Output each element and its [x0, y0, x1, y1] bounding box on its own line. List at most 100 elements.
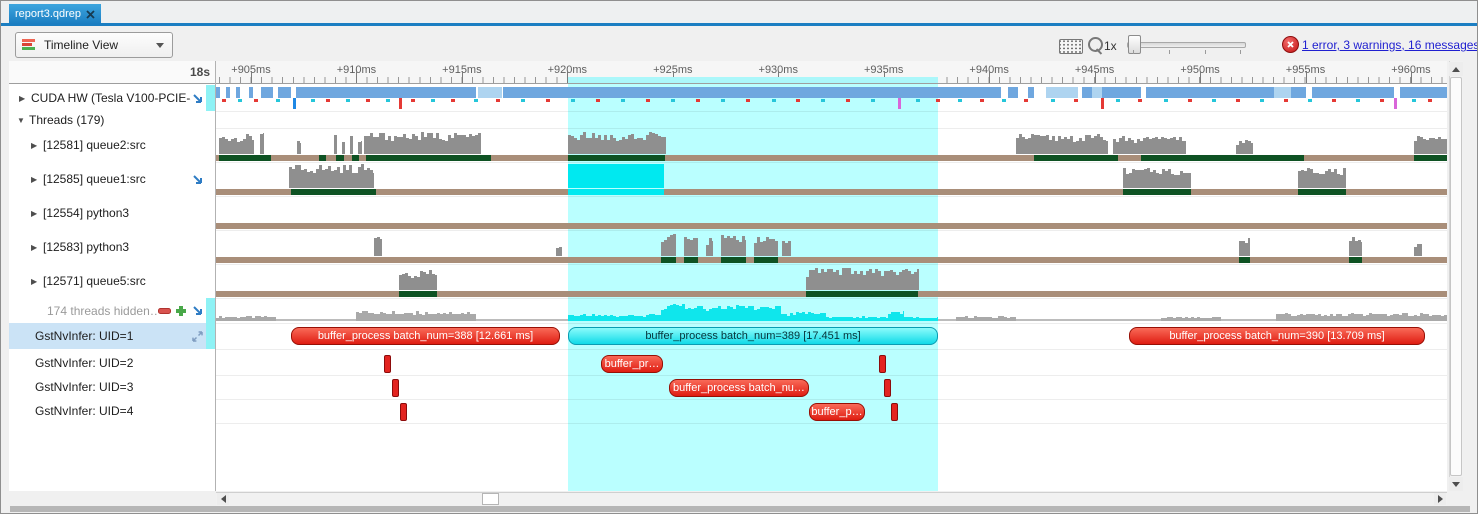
- nvtx-range[interactable]: buffer_process batch_num=389 [17.451 ms]: [568, 327, 938, 345]
- jump-to-arrow-icon[interactable]: [191, 173, 204, 186]
- timeline-ruler[interactable]: +905ms +910ms +915ms +920ms +925ms +930ms +935…: [216, 61, 1447, 84]
- nvtx-range-tick[interactable]: [884, 379, 891, 397]
- sidebar-item-12571-queue5-src[interactable]: ▶ [12571] queue5:src: [9, 264, 206, 298]
- histogram-bar: [592, 133, 595, 154]
- histogram-bar: [301, 169, 304, 188]
- scroll-up-button[interactable]: [1449, 62, 1463, 76]
- vertical-scroll-thumb[interactable]: [1450, 77, 1462, 476]
- histogram-bar: [316, 169, 319, 188]
- highlighted-range-block[interactable]: [568, 164, 664, 188]
- histogram-bar: [1106, 140, 1108, 154]
- ruler-major-tick: [1410, 71, 1412, 83]
- histogram-bar: [469, 134, 472, 154]
- sidebar-item-cuda-hw-tesla-v100-pcie-32g[interactable]: ▶ CUDA HW (Tesla V100-PCIE-32G: [9, 85, 206, 111]
- jump-to-arrow-icon[interactable]: [191, 92, 204, 105]
- histogram-bar: [1342, 315, 1345, 321]
- histogram-bar: [422, 314, 425, 321]
- nvtx-range-tick[interactable]: [879, 355, 886, 373]
- nvtx-range-tick[interactable]: [384, 355, 391, 373]
- expand-arrows-icon[interactable]: [191, 330, 204, 343]
- zoom-slider-handle[interactable]: [1128, 35, 1141, 54]
- view-selector[interactable]: Timeline View: [15, 32, 173, 58]
- sidebar-item-gstnvinfer-uid-3[interactable]: GstNvInfer: UID=3: [9, 375, 206, 399]
- histogram-bar: [643, 140, 646, 154]
- sidebar-item-12585-queue1-src[interactable]: ▶ [12585] queue1:src: [9, 162, 206, 196]
- histogram-bar: [289, 167, 292, 188]
- histogram-bar: [805, 313, 808, 321]
- histogram-bar: [1147, 168, 1150, 188]
- nvtx-range[interactable]: buffer_process batch_num=388 [12.661 ms]: [291, 327, 560, 345]
- expander-open-icon[interactable]: ▼: [17, 115, 25, 125]
- histogram-bar: [472, 136, 475, 154]
- sidebar-item-threads-179[interactable]: ▼ Threads (179): [9, 111, 206, 129]
- histogram-bar: [992, 317, 995, 321]
- hide-thread-icon[interactable]: [158, 307, 171, 314]
- histogram-bar: [1298, 170, 1301, 188]
- nvtx-range[interactable]: buffer_process batch_num=390 [13.709 ms]: [1129, 327, 1425, 345]
- tab-report[interactable]: report3.qdrep: [9, 4, 101, 24]
- sidebar-item-174-threads-hidden[interactable]: 174 threads hidden…: [9, 298, 206, 323]
- histogram-bar: [863, 274, 866, 290]
- nvtx-range-tick[interactable]: [392, 379, 399, 397]
- histogram-bar: [1097, 134, 1100, 154]
- histogram-bar: [346, 170, 349, 188]
- histogram-bar: [610, 315, 613, 321]
- scroll-left-button[interactable]: [217, 493, 229, 505]
- sidebar-item-gstnvinfer-uid-4[interactable]: GstNvInfer: UID=4: [9, 399, 206, 423]
- cuda-event-mark: [1164, 99, 1168, 102]
- cuda-event-mark: [1074, 99, 1078, 102]
- timeline-canvas[interactable]: buffer_process batch_num=388 [12.661 ms]…: [216, 84, 1447, 491]
- expander-closed-icon[interactable]: ▶: [31, 208, 38, 218]
- expander-closed-icon[interactable]: ▶: [31, 174, 38, 184]
- histogram-bar: [1197, 317, 1200, 321]
- expander-closed-icon[interactable]: ▶: [19, 93, 26, 103]
- sidebar-item-label: [12583] python3: [43, 240, 130, 254]
- nvtx-range[interactable]: buffer_process batch_nu…: [669, 379, 809, 397]
- histogram-bar: [370, 170, 373, 188]
- scroll-down-button[interactable]: [1449, 477, 1463, 491]
- keyboard-shortcuts-icon[interactable]: [1059, 39, 1083, 54]
- tab-close-icon[interactable]: [86, 9, 95, 19]
- histogram-bar: [1073, 141, 1076, 154]
- ruler-tick-label: +910ms: [336, 64, 377, 76]
- sidebar-item-12581-queue2-src[interactable]: ▶ [12581] queue2:src: [9, 128, 206, 162]
- thread-state-segment: [352, 155, 359, 161]
- slider-tick: [1205, 50, 1206, 54]
- scroll-right-button[interactable]: [1434, 493, 1446, 505]
- expander-closed-icon[interactable]: ▶: [31, 242, 38, 252]
- jump-to-arrow-icon[interactable]: [191, 304, 204, 317]
- histogram-bar: [616, 140, 619, 154]
- expander-closed-icon[interactable]: ▶: [31, 276, 38, 286]
- histogram-bar: [410, 313, 413, 321]
- messages-link[interactable]: 1 error, 3 warnings, 16 messages: [1302, 38, 1478, 52]
- show-thread-icon[interactable]: [175, 305, 187, 317]
- histogram-bar: [228, 317, 231, 321]
- histogram-bar: [974, 316, 977, 321]
- nvtx-range-tick[interactable]: [400, 403, 407, 421]
- cuda-kernel-segment-light: [1092, 87, 1102, 98]
- horizontal-scrollbar[interactable]: [216, 492, 1447, 506]
- histogram-bar: [448, 135, 451, 154]
- cuda-event-mark: [1236, 99, 1240, 102]
- thread-state-segment: [1034, 155, 1118, 161]
- nvtx-range[interactable]: buffer_p…: [809, 403, 865, 421]
- sidebar-item-12554-python3[interactable]: ▶ [12554] python3: [9, 196, 206, 230]
- histogram-bar: [904, 317, 907, 321]
- sidebar-item-gstnvinfer-uid-1[interactable]: GstNvInfer: UID=1: [9, 323, 206, 349]
- histogram-bar: [1324, 314, 1327, 321]
- histogram-bar: [730, 237, 733, 256]
- histogram-bar: [451, 138, 454, 154]
- histogram-bar: [411, 277, 414, 290]
- tab-underline: [1, 23, 1477, 26]
- histogram-bar: [1248, 141, 1251, 154]
- horizontal-scroll-thumb[interactable]: [482, 493, 499, 505]
- zoom-slider-track[interactable]: [1127, 42, 1246, 48]
- histogram-bar: [1288, 314, 1291, 321]
- sidebar-item-gstnvinfer-uid-2[interactable]: GstNvInfer: UID=2: [9, 351, 206, 375]
- nvtx-range[interactable]: buffer_pr…: [601, 355, 663, 373]
- expander-closed-icon[interactable]: ▶: [31, 140, 38, 150]
- thread-state-segment: [568, 155, 665, 161]
- sidebar-item-12583-python3[interactable]: ▶ [12583] python3: [9, 230, 206, 264]
- cuda-kernel-segment: [278, 87, 291, 98]
- nvtx-range-tick[interactable]: [891, 403, 898, 421]
